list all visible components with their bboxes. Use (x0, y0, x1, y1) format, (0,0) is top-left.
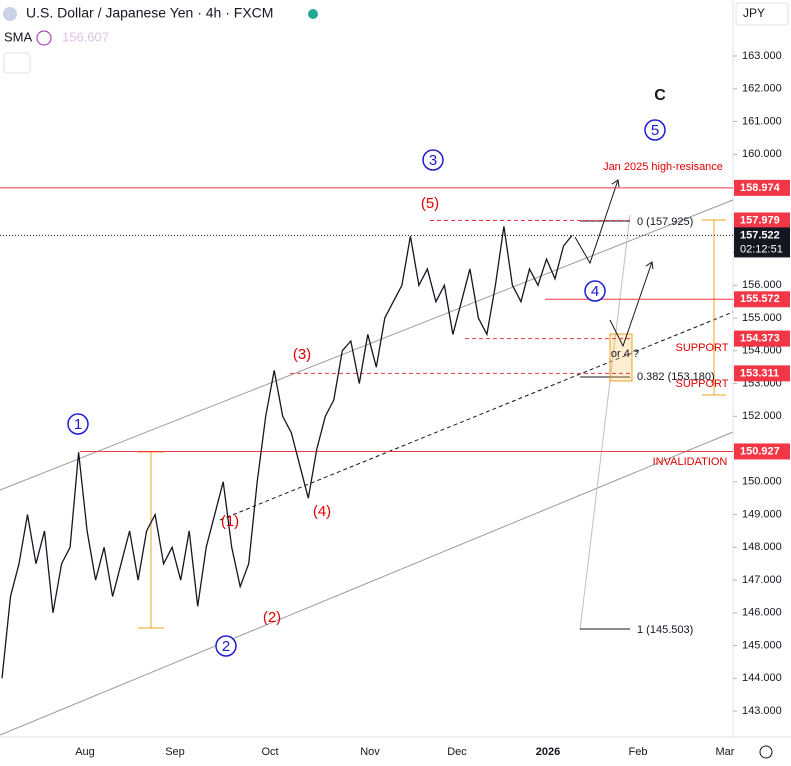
x-tick-label: Sep (165, 746, 185, 758)
currency: JPY (743, 6, 765, 20)
y-tick-label: 156.000 (742, 279, 782, 291)
settings-icon[interactable] (759, 745, 773, 759)
arrow (609, 261, 653, 348)
y-tick-label: 146.000 (742, 607, 782, 619)
price-tag (734, 330, 790, 347)
wave-label: (3) (293, 346, 311, 363)
wave-label: C (654, 87, 666, 104)
measure (702, 219, 726, 396)
price-tag (734, 227, 790, 258)
x-tick-label: Nov (360, 746, 380, 758)
arrow-head (611, 179, 620, 188)
y-tick-label: 162.000 (742, 83, 782, 95)
symbol: U.S. Dollar / Japanese Yen · 4h · FXCM (26, 5, 273, 21)
y-tick-label: 144.000 (742, 672, 782, 684)
annotation: SUPPORT (676, 342, 729, 354)
measure (138, 451, 164, 629)
wave-circle (67, 413, 89, 435)
y-tick-label: 163.000 (742, 50, 782, 62)
countdown: 02:12:51 (740, 243, 783, 255)
y-tick-label: 149.000 (742, 508, 782, 520)
wave-label: 4 (591, 283, 599, 300)
annotation: 0.382 (153.180) (637, 371, 715, 383)
wave-circle (215, 635, 237, 657)
status-dot (308, 9, 318, 19)
price-tag (734, 212, 790, 229)
wave-circle (584, 280, 606, 302)
currency-button[interactable] (735, 2, 789, 26)
x-tick-label: Dec (447, 746, 467, 758)
flag (3, 7, 17, 21)
wave-circle (422, 149, 444, 171)
y-tick-label: 148.000 (742, 541, 782, 553)
arrow (574, 179, 619, 265)
indicator: SMA (4, 29, 33, 44)
x-tick-label: Oct (261, 746, 278, 758)
target-box (609, 333, 633, 382)
price-tag-label: 154.373 (740, 332, 780, 344)
fib-trend (579, 214, 631, 631)
wave-label: (4) (313, 503, 331, 520)
wave-label: (1) (221, 513, 239, 530)
collapse-button[interactable] (3, 52, 31, 74)
wave-label: 3 (429, 152, 437, 169)
channel-line (0, 431, 734, 736)
y-tick-label: 152.000 (742, 410, 782, 422)
price-tag-label: 153.311 (740, 367, 779, 379)
indicator-value: 156.607 (62, 29, 109, 44)
x-tick-label: Aug (75, 746, 95, 758)
price-tag (734, 443, 790, 460)
annotation: Jan 2025 high-resisance (603, 161, 723, 173)
y-tick-label: 155.000 (742, 312, 782, 324)
annotation: INVALIDATION (653, 456, 728, 468)
y-tick-label: 147.000 (742, 574, 782, 586)
x-tick-label: 2026 (536, 746, 560, 758)
wave-label: 5 (651, 122, 659, 139)
y-tick-label: 160.000 (742, 148, 782, 160)
x-tick-label: Mar (716, 746, 735, 758)
wave-circle (644, 119, 666, 141)
price-tag-label: 155.572 (740, 293, 780, 305)
price-tag-label: 158.974 (740, 182, 781, 194)
annotation: 1 (145.503) (637, 624, 693, 636)
wave-label: (5) (421, 195, 439, 212)
price-tag-label: 150.927 (740, 445, 780, 457)
y-tick-label: 150.000 (742, 476, 782, 488)
wave-label: 1 (74, 416, 82, 433)
price-tag-label: 157.522 (740, 229, 780, 241)
price-line (1, 226, 573, 679)
price-tag (734, 179, 790, 196)
price-tag (734, 291, 790, 308)
price-tag-label: 157.979 (740, 214, 780, 226)
annotation: SUPPORT (676, 378, 729, 390)
price-tag (734, 365, 790, 382)
indicator-icon (36, 30, 52, 46)
y-tick-label: 161.000 (742, 115, 782, 127)
annotation: or 4 ? (611, 348, 639, 360)
wave-label: (2) (263, 609, 281, 626)
x-tick-label: Feb (629, 746, 648, 758)
wave-label: 2 (222, 638, 230, 655)
arrow-head (645, 261, 654, 270)
y-tick-label: 154.000 (742, 345, 782, 357)
y-tick-label: 145.000 (742, 639, 782, 651)
annotation: 0 (157.925) (637, 216, 693, 228)
y-tick-label: 143.000 (742, 705, 782, 717)
